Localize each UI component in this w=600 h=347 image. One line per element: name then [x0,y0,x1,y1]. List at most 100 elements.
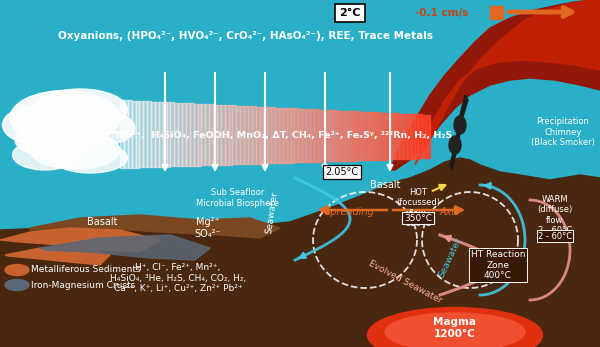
Polygon shape [0,228,160,252]
Text: Spreading: Spreading [325,207,375,217]
Polygon shape [159,102,163,167]
Polygon shape [143,101,147,167]
Polygon shape [209,104,213,165]
Ellipse shape [32,89,128,131]
Polygon shape [295,109,298,162]
Polygon shape [349,111,353,161]
Text: WARM
(diffuse)
flow
2 - 60°C: WARM (diffuse) flow 2 - 60°C [538,195,572,235]
Polygon shape [275,108,279,163]
Text: 350°C: 350°C [404,213,432,222]
Polygon shape [380,112,383,160]
Ellipse shape [5,264,29,276]
Polygon shape [197,104,202,166]
Polygon shape [139,101,143,167]
Polygon shape [178,103,182,166]
Polygon shape [136,101,139,168]
Polygon shape [170,102,174,166]
Polygon shape [147,101,151,167]
Text: HT Reaction
Zone
400°C: HT Reaction Zone 400°C [471,250,525,280]
Polygon shape [310,109,314,162]
Polygon shape [224,105,229,164]
Polygon shape [325,110,329,161]
Text: Evolved Seawater: Evolved Seawater [367,259,443,305]
Polygon shape [182,103,186,166]
Ellipse shape [30,131,120,169]
Text: 2°C: 2°C [339,8,361,18]
Text: Sub Seafloor
Microbial Biosphere: Sub Seafloor Microbial Biosphere [197,188,280,208]
Polygon shape [244,106,248,164]
Polygon shape [376,112,380,160]
Polygon shape [287,108,290,163]
Polygon shape [217,105,221,165]
Polygon shape [391,113,395,159]
Polygon shape [317,110,322,162]
Polygon shape [5,245,110,265]
Text: Oxyanions, (HPO₄²⁻, HVO₄²⁻, CrO₄²⁻, HAsO₄²⁻), REE, Trace Metals: Oxyanions, (HPO₄²⁻, HVO₄²⁻, CrO₄²⁻, HAsO… [58,31,433,41]
Polygon shape [194,103,197,166]
Polygon shape [186,103,190,166]
Polygon shape [260,107,263,163]
Polygon shape [0,158,600,347]
Polygon shape [290,108,295,162]
Text: Seawater: Seawater [437,237,463,279]
Polygon shape [128,100,131,168]
Polygon shape [155,102,159,167]
Ellipse shape [65,110,135,145]
Polygon shape [236,105,240,164]
Polygon shape [163,102,167,167]
Polygon shape [174,103,178,166]
Polygon shape [329,110,333,161]
Text: 2 - 60°C: 2 - 60°C [538,231,572,240]
Polygon shape [415,114,418,159]
Text: Basalt: Basalt [370,180,400,190]
Ellipse shape [2,105,77,145]
Polygon shape [40,235,210,260]
Polygon shape [390,0,600,170]
Ellipse shape [454,116,466,134]
Polygon shape [333,110,337,161]
Text: 2.05°C: 2.05°C [325,167,359,177]
Bar [490,6,503,19]
Polygon shape [356,111,360,160]
Polygon shape [120,100,124,168]
Text: Basalt: Basalt [87,217,117,227]
Polygon shape [395,113,399,159]
Polygon shape [368,112,372,160]
Polygon shape [399,113,403,159]
Polygon shape [298,109,302,162]
Ellipse shape [5,279,29,290]
Ellipse shape [367,307,542,347]
Polygon shape [345,111,349,161]
Polygon shape [271,107,275,163]
Polygon shape [248,106,252,164]
Ellipse shape [449,136,461,154]
Text: Magma
1200°C: Magma 1200°C [433,317,476,339]
Text: HOT
(focussed)
flow
350°C: HOT (focussed) flow 350°C [396,188,440,228]
Polygon shape [30,215,280,238]
Polygon shape [372,112,376,160]
Ellipse shape [385,313,525,347]
Polygon shape [263,107,267,163]
Polygon shape [279,108,283,163]
Polygon shape [205,104,209,165]
Ellipse shape [10,91,120,145]
Polygon shape [167,102,170,167]
Polygon shape [388,113,391,159]
Polygon shape [232,105,236,164]
Polygon shape [302,109,306,162]
Polygon shape [267,107,271,163]
Polygon shape [314,109,317,162]
Polygon shape [256,107,260,164]
Polygon shape [360,112,364,160]
Polygon shape [410,114,415,159]
Polygon shape [131,101,136,168]
Text: Axis: Axis [440,207,460,217]
Polygon shape [202,104,205,166]
Polygon shape [190,103,194,166]
Text: H⁺, Cl⁻, Fe²⁺, Mn²⁺,
H₄SiO₄, ³He, H₂S, CH₄, CO₂, H₂,
Ca²⁺, K⁺, Li⁺, Cu²⁺, Zn²⁺ P: H⁺, Cl⁻, Fe²⁺, Mn²⁺, H₄SiO₄, ³He, H₂S, C… [110,263,246,293]
Polygon shape [322,110,325,161]
Polygon shape [407,114,410,159]
Polygon shape [252,107,256,164]
Polygon shape [418,115,422,158]
Polygon shape [221,105,224,165]
